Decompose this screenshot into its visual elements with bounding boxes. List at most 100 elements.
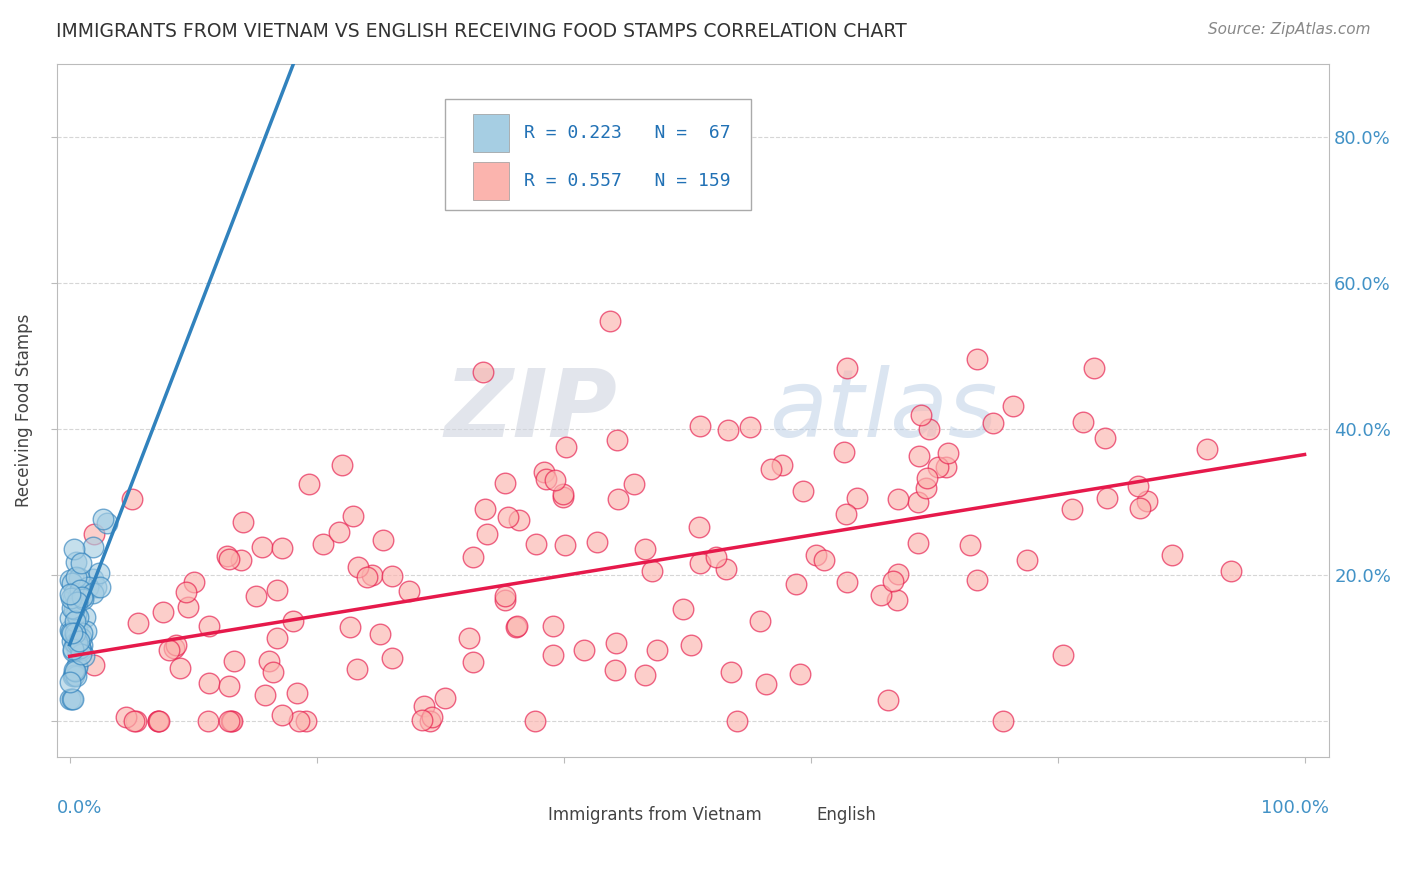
Point (361, 567, 384, 582)
Point (720, 665, 742, 679)
Point (91, 511, 114, 525)
Point (60, 575, 83, 590)
Point (959, 537, 981, 551)
Point (876, 693, 898, 707)
Point (66, 642, 89, 657)
Point (60, 633, 83, 648)
Point (224, 655, 246, 669)
Point (65, 669, 87, 683)
Point (328, 524, 350, 539)
Point (63, 668, 86, 682)
Point (83, 527, 105, 541)
Point (606, 433, 628, 447)
Point (886, 593, 908, 607)
Point (1128, 479, 1150, 493)
Point (70, 626, 93, 640)
Point (75, 624, 97, 639)
Point (62, 644, 84, 658)
Point (381, 651, 404, 665)
Point (689, 556, 711, 570)
Point (759, 462, 782, 476)
Point (63, 602, 86, 616)
Point (494, 589, 516, 603)
Point (461, 656, 484, 670)
Point (215, 549, 238, 563)
Point (271, 541, 294, 555)
Point (63, 636, 86, 650)
Point (121, 491, 143, 506)
Point (505, 620, 527, 634)
Point (65, 658, 87, 673)
Text: 100.0%: 100.0% (1261, 799, 1329, 817)
Text: ZIP: ZIP (444, 365, 617, 457)
FancyBboxPatch shape (446, 99, 751, 210)
Point (69, 632, 91, 646)
Point (907, 536, 929, 550)
Point (882, 574, 904, 588)
Point (541, 648, 564, 662)
Point (65, 631, 87, 645)
Point (63, 664, 86, 678)
Point (371, 533, 394, 548)
Point (785, 577, 807, 591)
Point (1094, 431, 1116, 445)
Point (72, 589, 94, 603)
Point (59, 611, 82, 625)
Point (59, 573, 82, 587)
Point (122, 714, 145, 728)
Point (834, 445, 856, 459)
Point (72, 638, 94, 652)
Point (63, 585, 86, 599)
Point (792, 483, 814, 498)
Point (152, 606, 174, 620)
Point (82, 540, 104, 554)
Point (197, 676, 219, 690)
Point (253, 688, 276, 702)
Point (72, 592, 94, 607)
Point (434, 691, 457, 706)
Point (586, 535, 609, 549)
Point (59, 591, 82, 605)
Point (59, 623, 82, 637)
Point (1052, 648, 1074, 662)
Point (62, 641, 84, 656)
Point (115, 710, 138, 724)
Point (886, 567, 908, 582)
Point (177, 599, 200, 614)
Point (981, 416, 1004, 430)
Point (63, 615, 86, 629)
Point (62, 669, 84, 683)
Point (63, 663, 86, 677)
Point (295, 714, 318, 728)
Text: R = 0.557   N = 159: R = 0.557 N = 159 (524, 172, 731, 190)
Point (59, 692, 82, 706)
Point (806, 548, 828, 562)
Point (69, 583, 91, 598)
Point (1129, 501, 1152, 516)
Point (607, 491, 630, 506)
Point (65, 629, 87, 643)
Point (835, 361, 858, 376)
Point (1136, 493, 1159, 508)
Point (70, 648, 93, 662)
Point (966, 573, 988, 587)
Point (688, 520, 710, 534)
Text: R = 0.223   N =  67: R = 0.223 N = 67 (524, 124, 731, 142)
Point (910, 408, 932, 422)
Point (356, 570, 378, 584)
Point (70, 557, 93, 571)
Point (554, 538, 576, 552)
Point (605, 663, 627, 677)
Point (1220, 564, 1243, 578)
Point (681, 638, 703, 652)
Point (544, 474, 567, 488)
Point (755, 676, 778, 690)
Point (716, 562, 738, 576)
Point (146, 714, 169, 728)
Point (717, 423, 740, 437)
Point (927, 460, 949, 475)
Point (413, 699, 436, 714)
Point (218, 679, 240, 693)
Point (69, 641, 91, 656)
Y-axis label: Receiving Food Stamps: Receiving Food Stamps (15, 314, 32, 508)
